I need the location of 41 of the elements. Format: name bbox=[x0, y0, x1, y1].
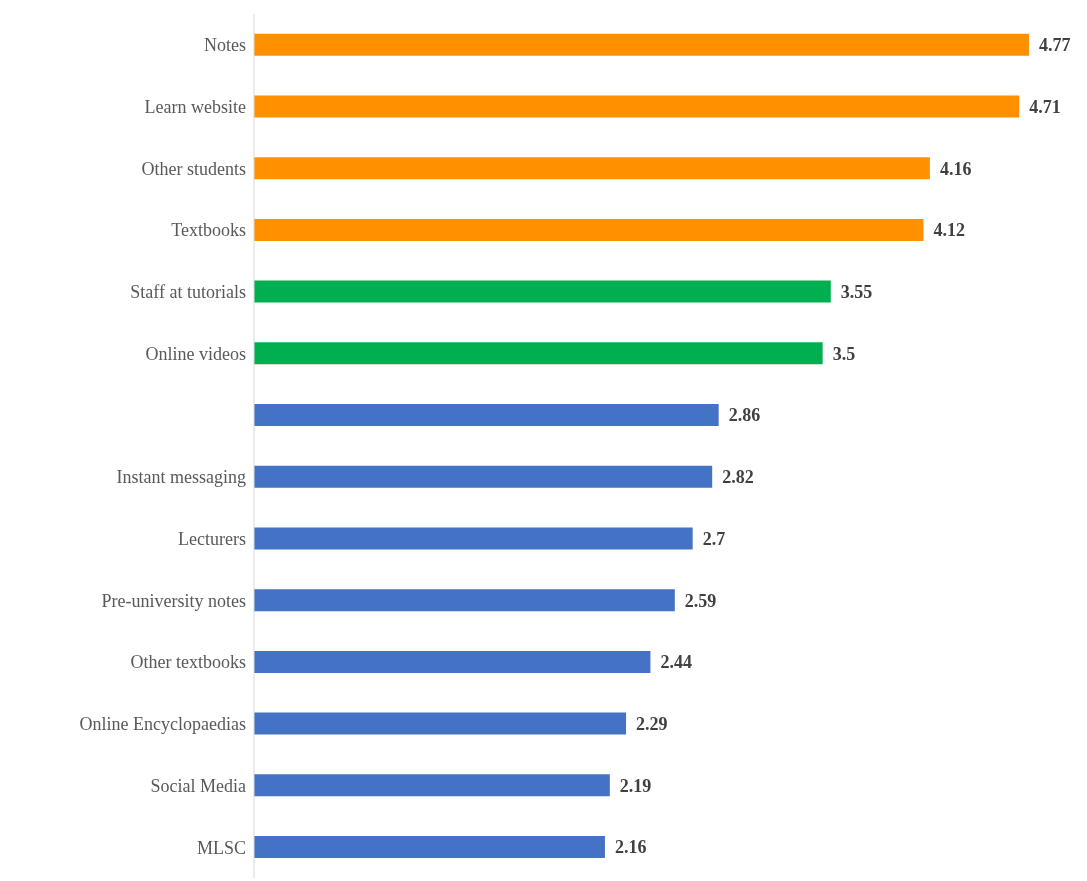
bar bbox=[254, 527, 693, 550]
y-tick-label: Textbooks bbox=[171, 220, 246, 241]
y-tick-label: Online videos bbox=[145, 343, 246, 364]
data-label: 4.12 bbox=[933, 220, 965, 241]
y-tick-label: Online Encyclopaedias bbox=[79, 714, 246, 735]
y-tick-label: Instant messaging bbox=[116, 467, 246, 488]
y-tick-label: Other textbooks bbox=[130, 652, 246, 673]
bar bbox=[254, 650, 651, 673]
y-tick-label: MLSC bbox=[196, 837, 246, 858]
bar bbox=[254, 774, 610, 797]
data-label: 4.16 bbox=[939, 158, 972, 179]
y-tick-label: Learn website bbox=[144, 96, 247, 117]
y-tick-label: Lecturers bbox=[178, 528, 246, 549]
data-label: 4.77 bbox=[1039, 35, 1071, 56]
y-tick-label: Staff at tutorials bbox=[130, 282, 246, 303]
data-label: 3.5 bbox=[832, 343, 856, 364]
y-tick-label: Notes bbox=[204, 35, 246, 56]
data-label: 2.19 bbox=[619, 775, 652, 796]
bar bbox=[254, 465, 713, 488]
bar bbox=[254, 836, 605, 859]
data-label: 2.86 bbox=[728, 405, 761, 426]
data-label: 2.29 bbox=[636, 714, 668, 734]
y-tick-label: Pre-university notes bbox=[101, 590, 246, 611]
data-label: 4.71 bbox=[1029, 96, 1061, 117]
data-label: 2.16 bbox=[614, 837, 647, 858]
bar bbox=[254, 342, 823, 365]
y-tick-label: Other students bbox=[141, 158, 246, 179]
data-label: 2.59 bbox=[684, 590, 717, 611]
bar bbox=[254, 33, 1029, 56]
data-label: 3.55 bbox=[840, 282, 873, 302]
data-label: 2.7 bbox=[702, 528, 726, 549]
bar bbox=[254, 280, 831, 303]
bar bbox=[254, 404, 719, 427]
data-label: 2.44 bbox=[660, 652, 692, 673]
y-tick-label: Social Media bbox=[150, 775, 246, 796]
bar bbox=[254, 157, 930, 180]
bar bbox=[254, 712, 627, 735]
bar bbox=[254, 95, 1020, 118]
data-label: 2.82 bbox=[722, 467, 754, 488]
bar bbox=[254, 589, 675, 612]
bar bbox=[254, 218, 924, 241]
